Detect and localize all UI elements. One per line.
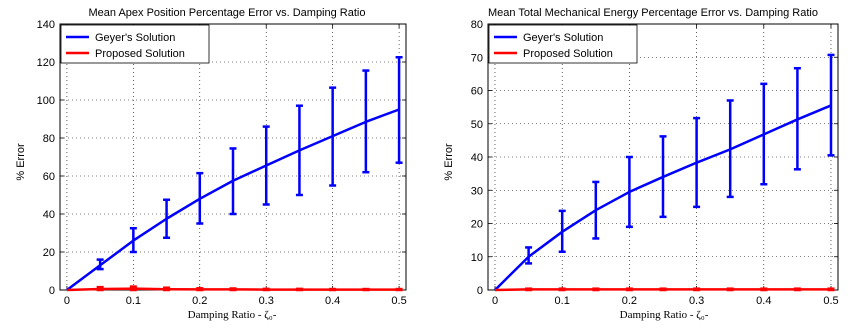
legend: Geyer's Solution Proposed Solution xyxy=(60,24,210,64)
legend-label: Proposed Solution xyxy=(523,48,613,60)
legend-label: Proposed Solution xyxy=(95,48,185,60)
x-tick-label: 0.3 xyxy=(689,295,704,307)
series-geyers-solution xyxy=(66,56,403,292)
legend-label: Geyer's Solution xyxy=(95,32,175,44)
chart-title: Mean Total Mechanical Energy Percentage … xyxy=(488,7,818,19)
y-axis-label: % Error xyxy=(15,143,27,181)
y-tick-label: 20 xyxy=(471,219,483,231)
x-tick-label: 0.5 xyxy=(391,295,406,307)
y-tick-label: 80 xyxy=(43,133,55,145)
series-proposed-solution xyxy=(66,285,403,292)
x-axis-label: Damping Ratio - ζ₀- xyxy=(188,309,277,321)
y-tick-label: 140 xyxy=(37,19,55,31)
y-tick-label: 100 xyxy=(37,95,55,107)
chart-title: Mean Apex Position Percentage Error vs. … xyxy=(89,7,366,19)
y-tick-label: 30 xyxy=(471,185,483,197)
x-tick-label: 0.1 xyxy=(126,295,141,307)
x-axis-label: Damping Ratio - ζ₀- xyxy=(620,309,709,321)
legend-label: Geyer's Solution xyxy=(523,32,603,44)
x-tick-label: 0 xyxy=(492,295,498,307)
y-tick-label: 60 xyxy=(43,171,55,183)
y-tick-label: 80 xyxy=(471,19,483,31)
x-tick-label: 0.4 xyxy=(756,295,771,307)
y-tick-label: 10 xyxy=(471,252,483,264)
x-tick-label: 0.5 xyxy=(823,295,838,307)
y-tick-label: 120 xyxy=(37,57,55,69)
legend-box xyxy=(488,24,638,64)
series-geyers-solution xyxy=(494,53,835,291)
x-tick-label: 0.1 xyxy=(555,295,570,307)
x-tick-label: 0 xyxy=(64,295,70,307)
y-tick-label: 20 xyxy=(43,247,55,259)
legend: Geyer's Solution Proposed Solution xyxy=(488,24,638,64)
x-tick-label: 0.2 xyxy=(192,295,207,307)
y-tick-label: 50 xyxy=(471,119,483,131)
y-tick-label: 0 xyxy=(477,285,483,297)
y-axis-label: % Error xyxy=(443,143,455,181)
y-tick-label: 70 xyxy=(471,52,483,64)
y-tick-label: 60 xyxy=(471,86,483,98)
y-tick-label: 0 xyxy=(49,285,55,297)
x-tick-label: 0.2 xyxy=(622,295,637,307)
chart-mechanical-energy-error: Mean Total Mechanical Energy Percentage … xyxy=(443,7,839,321)
chart-apex-position-error: Mean Apex Position Percentage Error vs. … xyxy=(15,7,407,321)
x-tick-label: 0.3 xyxy=(259,295,274,307)
series-proposed-solution xyxy=(494,287,835,292)
legend-box xyxy=(60,24,210,64)
y-tick-label: 40 xyxy=(471,152,483,164)
x-tick-label: 0.4 xyxy=(325,295,340,307)
y-tick-label: 40 xyxy=(43,209,55,221)
